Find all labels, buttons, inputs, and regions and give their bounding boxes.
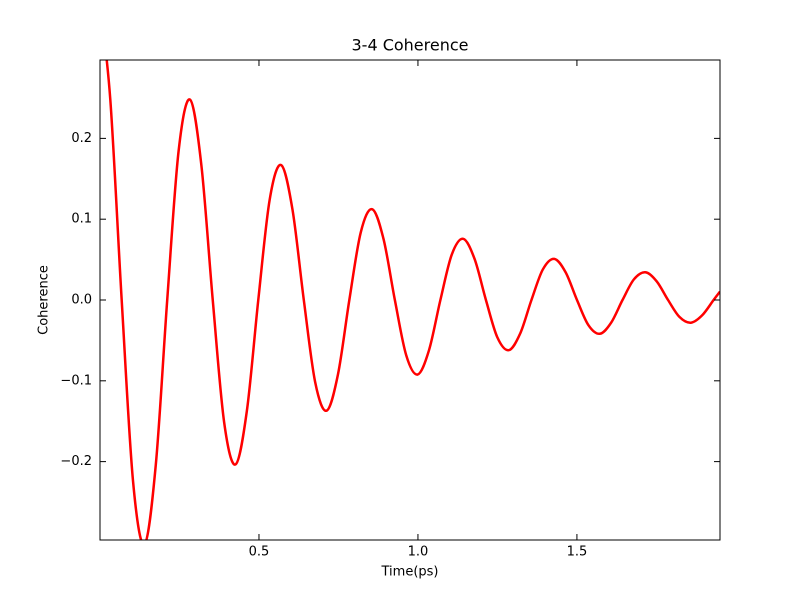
y-tick-label: 0.1 xyxy=(71,212,92,227)
plot-area xyxy=(105,60,720,540)
x-tick-label: 1.0 xyxy=(408,545,429,560)
chart-title: 3-4 Coherence xyxy=(351,36,468,55)
y-tick-label: 0.0 xyxy=(71,293,92,308)
y-tick-label: −0.2 xyxy=(60,454,92,469)
data-line xyxy=(105,60,720,540)
x-tick-label: 0.5 xyxy=(249,545,270,560)
x-axis-label: Time(ps) xyxy=(381,565,439,580)
y-tick-label: −0.1 xyxy=(60,373,92,388)
y-tick-label: 0.2 xyxy=(71,131,92,146)
x-tick-label: 1.5 xyxy=(567,545,588,560)
y-axis-label: Coherence xyxy=(37,265,52,335)
